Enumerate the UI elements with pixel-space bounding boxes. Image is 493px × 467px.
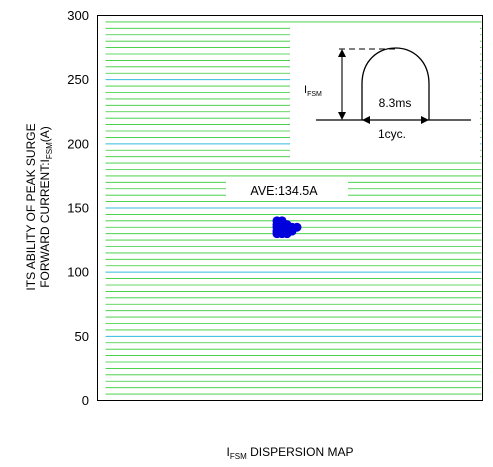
y-tick-label: 150 — [67, 201, 89, 216]
ifsm-arrow-up — [338, 49, 346, 57]
y-tick-labels: 0 50 100 150 200 250 300 — [67, 8, 89, 408]
pulse-width-arrow-left — [362, 116, 370, 124]
y-axis-label-unit: (A) — [38, 126, 52, 142]
y-axis-label-subscript: FSM — [45, 142, 54, 159]
y-tick-label: 50 — [75, 329, 89, 344]
y-axis-label-line1: ITS ABILITY OF PEAK SURGE — [24, 123, 38, 290]
data-points — [272, 216, 302, 239]
average-label-box — [226, 177, 348, 201]
plot-frame — [97, 15, 483, 401]
inset-background — [290, 26, 480, 160]
inset-ifsm-subscript: FSM — [307, 91, 322, 98]
x-axis-label-subscript: FSM — [230, 452, 247, 461]
y-tick-label: 200 — [67, 136, 89, 151]
ifsm-arrow-down — [338, 112, 346, 120]
x-axis-label-main: I — [227, 445, 230, 459]
pulse-width-arrow-right — [421, 116, 429, 124]
pulse-width-label: 8.3ms — [379, 96, 412, 110]
y-axis-label: ITS ABILITY OF PEAK SURGE FORWARD CURREN… — [24, 123, 54, 290]
surge-waveform-inset: IFSM 8.3ms 1cyc. — [290, 26, 480, 160]
x-axis-label: IFSM DISPERSION MAP — [227, 445, 354, 461]
half-sine-waveform — [361, 47, 430, 120]
y-tick-label: 100 — [67, 265, 89, 280]
inset-ifsm-label: IFSM — [304, 84, 322, 98]
period-label: 1cyc. — [378, 127, 406, 141]
data-point — [282, 229, 292, 239]
y-axis-label-line2: FORWARD CURRENT:IFSM(A) — [38, 126, 54, 288]
average-label: AVE:134.5A — [250, 184, 318, 198]
x-axis-label-rest: DISPERSION MAP — [247, 445, 354, 459]
y-tick-label: 250 — [67, 72, 89, 87]
y-tick-label: 0 — [82, 393, 89, 408]
y-axis-label-prefix: FORWARD CURRENT:I — [38, 159, 52, 288]
y-tick-label: 300 — [67, 8, 89, 23]
inset-ifsm-main: I — [304, 84, 307, 96]
